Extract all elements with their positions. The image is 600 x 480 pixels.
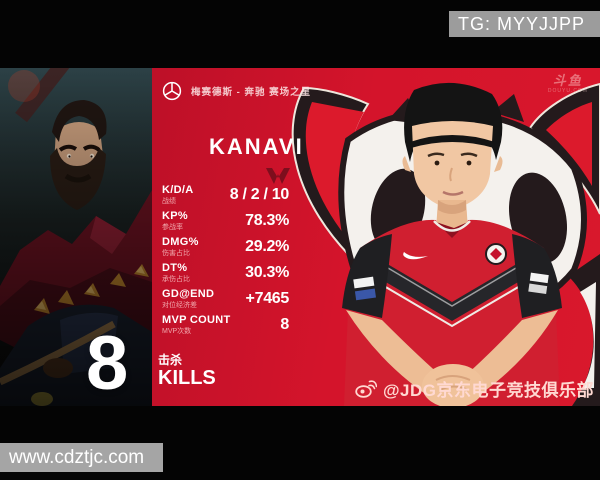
- stat-sublabel: 承伤占比: [162, 275, 190, 283]
- stat-label: K/D/A: [162, 184, 194, 197]
- kills-count: 8: [86, 321, 129, 406]
- stat-value: 8 / 2 / 10: [229, 185, 290, 203]
- weibo-handle: @JDG京东电子竞技俱乐部: [382, 381, 594, 400]
- douyu-watermark: 斗鱼 DOUYU.COM: [548, 74, 588, 94]
- stat-row-kp: KP% 参战率 78.3%: [162, 210, 289, 231]
- stat-row-kda: K/D/A 战绩 8 / 2 / 10: [162, 184, 289, 205]
- stat-sublabel: 对位经济差: [162, 301, 197, 309]
- weibo-footer: @JDG京东电子竞技俱乐部: [355, 376, 594, 401]
- stat-value: 30.3%: [245, 263, 289, 281]
- stat-sublabel: 战绩: [162, 197, 176, 205]
- stat-value: 78.3%: [245, 211, 289, 229]
- stat-sublabel: MVP次数: [162, 327, 192, 335]
- jdg-emblem-icon: [264, 167, 292, 190]
- stat-panel: 斗鱼 DOUYU.COM 梅赛德斯 - 奔驰 赛场之星 KANAVI: [152, 68, 600, 406]
- stat-value: 29.2%: [245, 237, 289, 255]
- graves-artwork-illustration: [0, 38, 152, 406]
- stat-row-dt: DT% 承伤占比 30.3%: [162, 262, 289, 283]
- sponsor-header: 梅赛德斯 - 奔驰 赛场之星: [162, 81, 311, 101]
- stat-label: MVP COUNT: [162, 314, 231, 327]
- telegram-watermark: TG: MYYJJPP: [449, 11, 600, 37]
- stat-label: DMG%: [162, 236, 199, 249]
- sponsor-line: 梅赛德斯 - 奔驰 赛场之星: [191, 87, 312, 98]
- player-name: KANAVI: [209, 134, 304, 159]
- telegram-watermark-text: TG: MYYJJPP: [458, 14, 586, 34]
- stat-label: DT%: [162, 262, 188, 275]
- stat-row-mvp: MVP COUNT MVP次数 8: [162, 314, 289, 335]
- stat-value: 8: [280, 315, 289, 333]
- stat-label: GD@END: [162, 288, 215, 301]
- stat-sublabel: 伤害占比: [162, 249, 190, 257]
- stat-label: KP%: [162, 210, 188, 223]
- nike-swoosh-icon: [403, 252, 428, 260]
- kills-highlight: 击杀 KILLS: [158, 354, 216, 388]
- stat-sublabel: 参战率: [162, 223, 183, 231]
- stat-value: +7465: [245, 289, 290, 307]
- player-figure: [342, 82, 562, 406]
- stats-list: K/D/A 战绩 8 / 2 / 10 KP% 参战率 78.3% DMG% 伤: [162, 184, 289, 335]
- stat-row-gdend: GD@END 对位经济差 +7465: [162, 288, 289, 309]
- douyu-watermark-text: 斗鱼: [552, 73, 583, 88]
- graves-artwork: [0, 38, 152, 406]
- weibo-icon: [355, 380, 377, 398]
- card-content: 斗鱼 DOUYU.COM 梅赛德斯 - 奔驰 赛场之星 KANAVI: [0, 38, 600, 406]
- douyu-watermark-subtext: DOUYU.COM: [547, 88, 588, 94]
- mercedes-logo-icon: [162, 81, 182, 101]
- player-photo: [291, 82, 600, 406]
- kills-label-zh: 击杀: [158, 353, 183, 367]
- stat-row-dmg: DMG% 伤害占比 29.2%: [162, 236, 289, 257]
- kills-label-en: KILLS: [158, 367, 216, 389]
- site-watermark-text: www.cdztjc.com: [9, 447, 145, 468]
- site-watermark: www.cdztjc.com: [0, 443, 163, 472]
